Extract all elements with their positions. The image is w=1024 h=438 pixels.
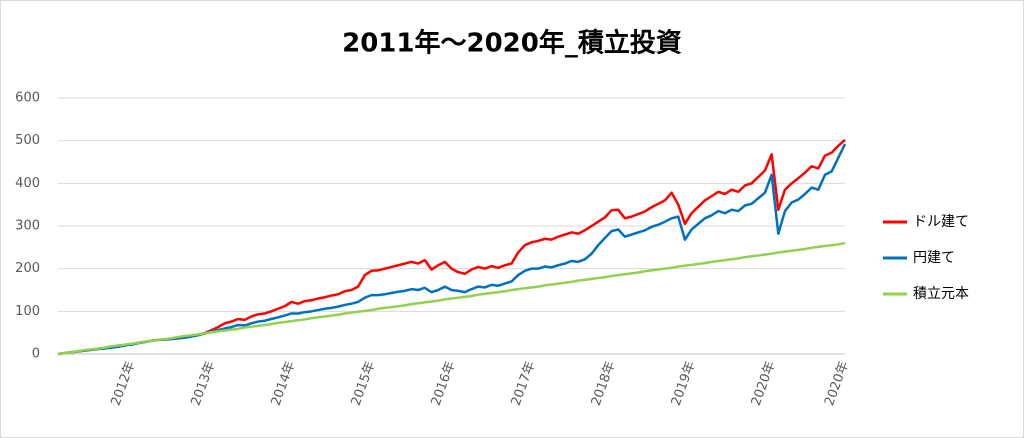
y-tick-label: 300 [15, 219, 40, 234]
series-line [57, 143, 847, 356]
legend-label: 円建て [913, 250, 955, 266]
y-tick-label: 100 [15, 304, 40, 319]
legend-label: ドル建て [913, 214, 969, 230]
series-line [57, 241, 846, 356]
y-tick-label: 500 [15, 133, 40, 148]
y-tick-label: 400 [15, 176, 40, 191]
legend-label: 積立元本 [913, 286, 969, 302]
y-tick-label: 0 [32, 347, 40, 362]
y-tick-label: 200 [15, 261, 40, 276]
chart-title: 2011年～2020年_積立投資 [342, 28, 682, 59]
y-tick-label: 600 [15, 91, 40, 106]
